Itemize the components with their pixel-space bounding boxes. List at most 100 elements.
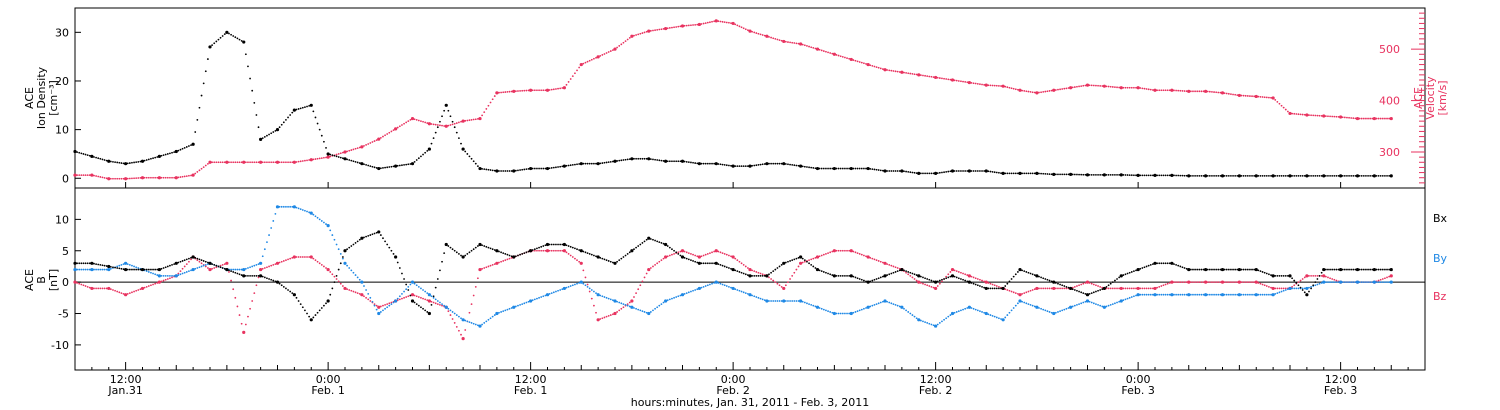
by-trace-dot <box>531 299 534 302</box>
ion-density-trace-dot <box>268 133 270 136</box>
ion-density-point <box>444 103 448 107</box>
bx-trace-dot <box>831 274 834 276</box>
ion-density-trace-dot <box>1027 172 1030 175</box>
ion-density-trace-dot <box>426 150 429 152</box>
by-trace-dot <box>803 301 806 304</box>
by-point <box>680 293 685 297</box>
velocity-point <box>495 91 499 95</box>
velocity-trace-dot <box>700 23 703 25</box>
bz-trace-dot <box>987 282 990 284</box>
by-point <box>799 299 803 303</box>
by-trace-dot <box>455 314 458 316</box>
bz-trace-dot <box>1301 278 1304 280</box>
by-trace-dot <box>896 304 899 307</box>
velocity-trace-dot <box>95 175 97 177</box>
ion-density-point <box>157 154 161 158</box>
bx-trace-dot <box>626 252 629 255</box>
velocity-trace-dot <box>398 125 401 128</box>
ion-density-trace-dot <box>789 163 791 166</box>
by-trace-dot <box>232 268 235 271</box>
by-trace-dot <box>238 268 241 271</box>
by-trace-dot <box>206 263 209 265</box>
ion-density-trace-dot <box>569 164 572 167</box>
bx-trace-dot <box>706 262 709 265</box>
ion-density-trace-dot <box>894 170 897 172</box>
bx-point <box>765 274 769 278</box>
bz-trace-dot <box>780 285 783 288</box>
bx-trace-dot <box>966 280 969 283</box>
bx-trace-dot <box>1183 267 1186 269</box>
velocity-trace-dot <box>489 101 492 104</box>
by-trace-dot <box>706 284 709 287</box>
ion-density-trace-dot <box>993 171 996 174</box>
velocity-trace-dot <box>255 161 258 164</box>
bx-trace-dot <box>169 264 171 267</box>
bx-trace-dot <box>643 240 646 243</box>
ion-density-trace-dot <box>487 168 490 171</box>
bx-trace-dot <box>301 306 304 309</box>
by-trace-dot <box>1145 293 1148 296</box>
ion-density-trace-dot <box>1200 174 1203 177</box>
bx-trace-dot <box>1095 290 1097 293</box>
bz-trace-dot <box>181 267 184 270</box>
bx-trace-dot <box>609 260 612 263</box>
by-trace-dot <box>1025 302 1028 305</box>
by-trace-dot <box>1109 303 1112 306</box>
ion-density-trace-dot <box>500 170 502 172</box>
ion-density-trace-dot <box>881 169 884 172</box>
bx-trace-dot <box>1126 272 1129 275</box>
ion-density-trace-dot <box>690 161 692 164</box>
by-trace-dot <box>137 267 140 269</box>
by-point <box>512 305 516 309</box>
ion-density-trace-dot <box>1025 172 1028 175</box>
by-trace-dot <box>472 322 475 325</box>
bx-point <box>647 236 651 240</box>
bz-trace-dot <box>236 305 239 308</box>
by-trace-dot <box>1352 281 1355 284</box>
bx-trace-dot <box>1107 284 1110 287</box>
bx-trace-dot <box>164 266 167 269</box>
by-trace-dot <box>789 300 791 302</box>
bx-point <box>140 267 145 272</box>
bz-trace-dot <box>1179 281 1182 284</box>
by-trace-dot <box>78 268 81 271</box>
velocity-trace-dot <box>291 161 294 164</box>
bz-point <box>934 286 938 291</box>
velocity-trace-dot <box>312 158 315 161</box>
bx-trace-dot <box>415 303 418 306</box>
ion-density-trace-dot <box>533 167 536 170</box>
by-trace-dot <box>915 317 918 320</box>
bx-trace-dot <box>1261 271 1264 273</box>
by-trace-dot <box>835 312 838 315</box>
velocity-trace-dot <box>460 120 462 123</box>
by-trace-dot <box>1012 307 1015 309</box>
velocity-point <box>1001 84 1005 88</box>
velocity-trace-dot <box>1367 117 1369 120</box>
velocity-trace-dot <box>1162 89 1165 92</box>
by-trace-dot <box>865 307 867 309</box>
ion-density-point <box>174 149 178 154</box>
by-trace-dot <box>793 300 796 302</box>
ion-density-trace-dot <box>611 160 614 163</box>
ion-density-trace-dot <box>784 163 787 165</box>
by-trace-dot <box>1194 293 1196 296</box>
bz-trace-dot <box>97 287 100 290</box>
bz-point <box>495 261 499 265</box>
velocity-trace-dot <box>814 47 817 50</box>
ion-density-trace-dot <box>82 153 85 155</box>
by-trace-dot <box>162 274 165 277</box>
bx-trace-dot <box>1371 268 1374 271</box>
by-trace-dot <box>1381 281 1384 284</box>
by-trace-dot <box>369 296 372 299</box>
by-trace-dot <box>1324 281 1327 284</box>
bx-point <box>174 261 178 265</box>
bx-trace-dot <box>403 278 405 280</box>
bx-trace-dot <box>238 273 241 276</box>
by-trace-dot <box>320 220 323 222</box>
velocity-trace-dot <box>1198 90 1201 93</box>
by-point <box>731 286 735 291</box>
velocity-trace-dot <box>436 124 439 126</box>
velocity-trace-dot <box>995 84 998 87</box>
by-trace-dot <box>118 264 121 267</box>
bz-trace-dot <box>1078 284 1080 287</box>
